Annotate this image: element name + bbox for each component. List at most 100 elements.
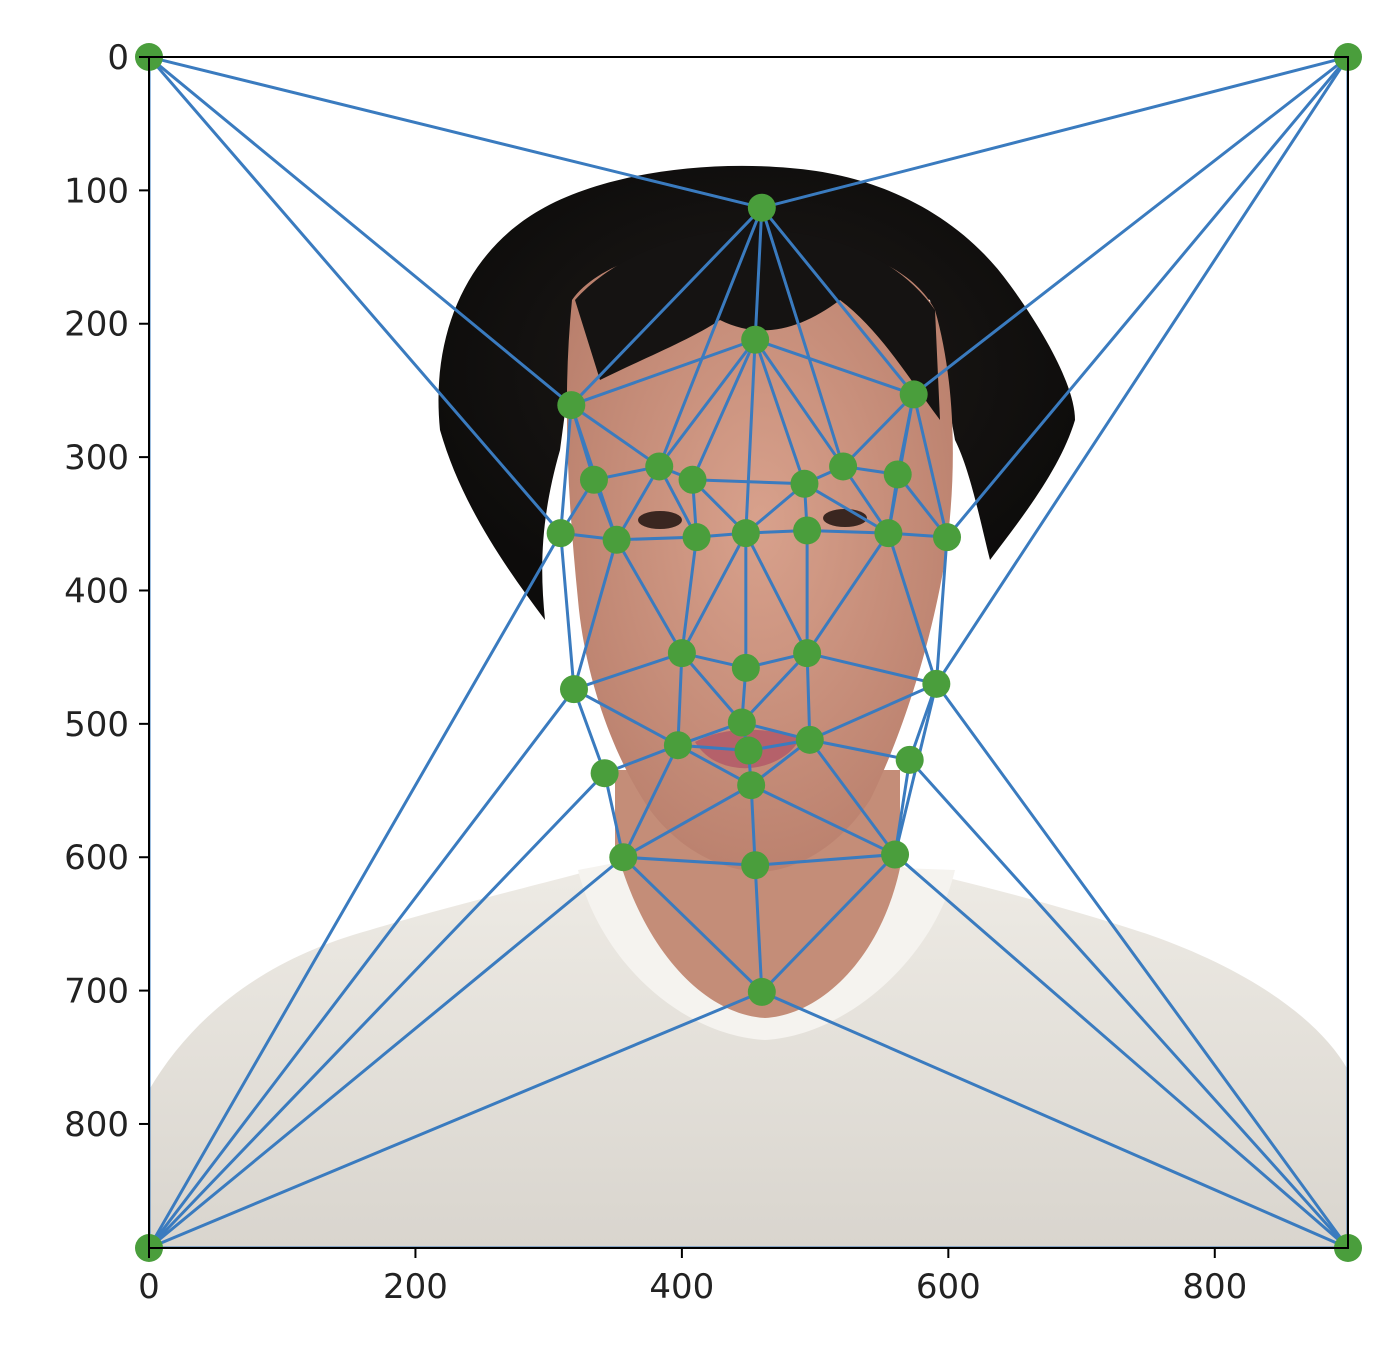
mesh-edge [149, 57, 573, 407]
mesh-edge [621, 783, 753, 859]
mesh-edge [886, 531, 938, 686]
mesh-edge [753, 853, 897, 867]
landmark-point [590, 759, 619, 788]
landmark-point [731, 519, 760, 548]
mesh-edge [603, 771, 625, 859]
mesh-edge [744, 531, 809, 655]
mesh-edge [621, 855, 757, 867]
mesh-edge [149, 771, 607, 1248]
landmark-point [734, 736, 763, 765]
mesh-edge [149, 855, 625, 1248]
left-eye-shape [638, 511, 682, 529]
mesh-edge [808, 682, 938, 742]
landmark-point [727, 708, 756, 737]
mesh-edge [559, 403, 573, 535]
landmark-point [793, 516, 822, 545]
landmark-point [731, 653, 760, 682]
mesh-edge [621, 855, 764, 994]
mesh-edge [805, 651, 812, 742]
mesh-edge [934, 682, 1348, 1248]
mesh-edge [572, 538, 619, 691]
landmark-point [883, 460, 912, 489]
landmark-point [559, 675, 588, 704]
mesh-edge [934, 535, 949, 686]
landmark-point [682, 523, 711, 552]
landmark-point [874, 519, 903, 548]
mesh-edge [908, 758, 1348, 1248]
mesh-edge [753, 863, 764, 994]
landmark-point [790, 469, 819, 498]
x-tick-label: 800 [1182, 1267, 1247, 1307]
mesh-edge [808, 738, 912, 762]
mesh-edge [749, 783, 897, 857]
mesh-edge [760, 990, 1348, 1248]
axes-frame [148, 56, 1349, 1249]
mesh-edge [572, 651, 684, 691]
mesh-edge [559, 531, 576, 691]
y-tick-label: 0 [107, 38, 129, 78]
mesh-edge [805, 531, 890, 655]
mesh-edge [149, 57, 764, 210]
mesh-edge [760, 206, 845, 468]
mesh-edge [760, 206, 916, 396]
mesh-edge [691, 478, 806, 486]
mesh-edge [893, 853, 1348, 1248]
mesh-edge [572, 687, 680, 747]
mesh-edge [945, 57, 1348, 539]
y-tick-label: 300 [64, 438, 129, 478]
mesh-edge [808, 738, 897, 857]
y-axis: 0 100 200 300 400 500 600 700 800 [64, 38, 149, 1145]
x-tick-label: 400 [649, 1267, 714, 1307]
mesh-edge [753, 338, 845, 468]
mesh-edge [615, 464, 661, 542]
landmark-point [579, 465, 608, 494]
y-tick-label: 500 [64, 705, 129, 745]
triangulation-edges [149, 57, 1348, 1248]
mesh-edge [912, 57, 1348, 396]
mesh-edge [569, 338, 757, 407]
mesh-edge [676, 651, 684, 747]
y-tick-label: 400 [64, 571, 129, 611]
mesh-edge [805, 651, 938, 686]
mesh-edge [657, 206, 764, 468]
mesh-edge [744, 338, 757, 535]
mesh-edge [149, 990, 764, 1248]
mesh-edge [149, 57, 563, 535]
mesh-edge [740, 651, 809, 725]
landmark-point [741, 325, 770, 354]
landmark-point [602, 525, 631, 554]
landmark-point [829, 452, 858, 481]
mesh-edge [753, 338, 806, 486]
mesh-edge [841, 392, 916, 468]
mesh-edge [680, 651, 744, 725]
landmark-point [895, 745, 924, 774]
landmark-point [737, 771, 766, 800]
landmark-point [741, 851, 770, 880]
landmark-point [747, 193, 776, 222]
mesh-edge [753, 338, 916, 396]
landmark-point [663, 731, 692, 760]
x-tick-label: 200 [383, 1267, 448, 1307]
mesh-edge [569, 403, 661, 468]
mesh-edge [680, 535, 699, 655]
y-tick-label: 700 [64, 972, 129, 1012]
landmark-point [793, 639, 822, 668]
y-tick-label: 600 [64, 838, 129, 878]
mesh-edge [572, 687, 607, 775]
mesh-edge [621, 743, 680, 859]
mesh-edge [760, 57, 1348, 210]
fringe-shape [575, 229, 940, 420]
mesh-edge [615, 538, 684, 655]
landmark-point [667, 639, 696, 668]
collar-shape [578, 862, 955, 1040]
landmark-point [546, 519, 575, 548]
landmark-point [609, 843, 638, 872]
background-photo [149, 57, 1348, 1248]
landmark-point [557, 391, 586, 420]
mesh-edge [691, 338, 757, 482]
landmark-point [881, 840, 910, 869]
landmark-point [933, 523, 962, 552]
y-tick-label: 800 [64, 1105, 129, 1145]
mesh-edge [149, 687, 576, 1248]
